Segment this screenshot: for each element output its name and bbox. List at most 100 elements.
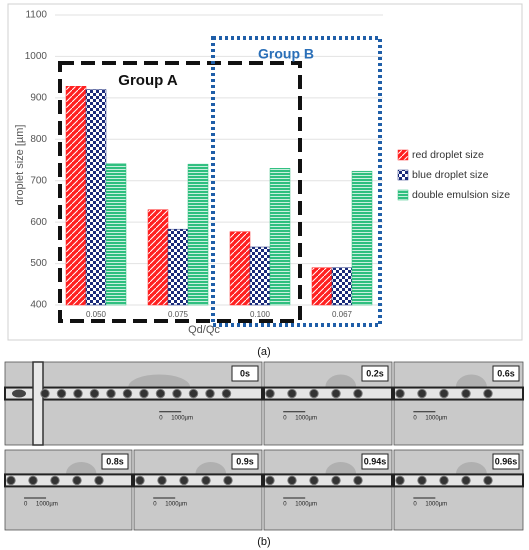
y-tick-label: 1000 bbox=[25, 51, 48, 62]
scale-label: 0 bbox=[153, 502, 157, 508]
scale-label: 1000µm bbox=[295, 415, 317, 421]
bar bbox=[351, 170, 373, 306]
legend-label: double emulsion size bbox=[412, 189, 510, 201]
droplet bbox=[395, 388, 405, 399]
x-axis-label: Qd/Qc bbox=[188, 324, 220, 336]
droplet bbox=[331, 475, 341, 486]
channel bbox=[133, 473, 263, 488]
time-box bbox=[361, 365, 389, 382]
time-label: 0.8s bbox=[106, 456, 124, 466]
bar bbox=[187, 163, 209, 306]
x-tick-label: 0.067 bbox=[332, 310, 353, 319]
y-tick-label: 800 bbox=[30, 134, 47, 145]
scale-label: 1000µm bbox=[295, 502, 317, 508]
droplet bbox=[439, 475, 449, 486]
droplet bbox=[122, 388, 133, 399]
bar bbox=[147, 209, 169, 306]
droplet bbox=[12, 389, 26, 398]
droplet bbox=[139, 388, 149, 399]
time-label: 0.96s bbox=[495, 456, 518, 466]
time-label: 0.2s bbox=[366, 368, 384, 378]
droplet bbox=[28, 475, 38, 486]
droplet bbox=[73, 388, 83, 399]
droplet bbox=[309, 475, 319, 486]
y-tick-label: 900 bbox=[30, 92, 47, 103]
droplet bbox=[483, 475, 493, 486]
droplet bbox=[461, 388, 471, 399]
scale-label: 0 bbox=[283, 415, 287, 421]
scale-label: 0 bbox=[24, 502, 28, 508]
panel-label: (b) bbox=[257, 536, 270, 548]
time-box bbox=[492, 453, 520, 470]
droplet bbox=[461, 475, 471, 486]
droplet bbox=[72, 475, 82, 486]
droplet bbox=[395, 475, 405, 486]
legend-swatch bbox=[397, 149, 409, 161]
time-box bbox=[231, 453, 259, 470]
time-label: 0.9s bbox=[236, 456, 254, 466]
droplet bbox=[221, 388, 232, 399]
time-box bbox=[361, 453, 389, 470]
droplet bbox=[50, 475, 60, 486]
group-a-label: Group A bbox=[118, 72, 178, 89]
droplet bbox=[331, 388, 341, 399]
legend-label: blue droplet size bbox=[412, 169, 489, 181]
y-tick-label: 1100 bbox=[25, 10, 47, 21]
bar bbox=[85, 89, 107, 306]
scale-label: 1000µm bbox=[425, 502, 447, 508]
droplet bbox=[205, 388, 215, 399]
droplet bbox=[353, 475, 363, 486]
legend-label: red droplet size bbox=[412, 149, 484, 161]
y-tick-label: 600 bbox=[30, 217, 47, 228]
droplet bbox=[201, 475, 211, 486]
time-box bbox=[231, 365, 259, 382]
droplet bbox=[94, 475, 104, 486]
channel bbox=[263, 473, 393, 488]
droplet bbox=[179, 475, 189, 486]
x-tick-label: 0.075 bbox=[168, 310, 189, 319]
droplet bbox=[439, 388, 449, 399]
time-label: 0.6s bbox=[497, 368, 515, 378]
y-tick-label: 700 bbox=[30, 175, 47, 186]
droplet bbox=[188, 388, 199, 399]
time-box bbox=[101, 453, 129, 470]
droplet bbox=[157, 475, 167, 486]
bar bbox=[65, 86, 87, 306]
droplet bbox=[417, 388, 427, 399]
droplet bbox=[265, 475, 275, 486]
group-b-box bbox=[211, 36, 382, 327]
bar bbox=[311, 267, 333, 306]
droplet bbox=[353, 388, 363, 399]
droplet bbox=[106, 388, 116, 399]
channel bbox=[393, 473, 524, 488]
bar bbox=[269, 168, 291, 306]
time-box bbox=[492, 365, 520, 382]
scale-label: 0 bbox=[413, 415, 417, 421]
channel-inlet bbox=[32, 361, 44, 446]
scale-label: 0 bbox=[159, 415, 163, 421]
legend-swatch bbox=[397, 169, 409, 181]
droplet bbox=[265, 388, 275, 399]
channel bbox=[393, 386, 524, 401]
droplet bbox=[6, 475, 16, 486]
bar bbox=[331, 267, 353, 306]
scale-label: 1000µm bbox=[171, 415, 193, 421]
scale-label: 1000µm bbox=[425, 415, 447, 421]
droplet bbox=[287, 475, 297, 486]
droplet bbox=[287, 388, 297, 399]
bar bbox=[249, 246, 271, 306]
droplet bbox=[89, 388, 100, 399]
droplet bbox=[417, 475, 427, 486]
panel-label: (a) bbox=[257, 346, 270, 358]
droplet bbox=[135, 475, 145, 486]
channel bbox=[4, 473, 133, 488]
scale-label: 0 bbox=[283, 502, 287, 508]
photo bbox=[4, 361, 263, 446]
time-label: 0.94s bbox=[364, 456, 387, 466]
group-a-box bbox=[58, 61, 302, 323]
scale-label: 1000µm bbox=[36, 502, 58, 508]
channel bbox=[263, 386, 393, 401]
droplet bbox=[223, 475, 233, 486]
channel bbox=[4, 386, 263, 401]
